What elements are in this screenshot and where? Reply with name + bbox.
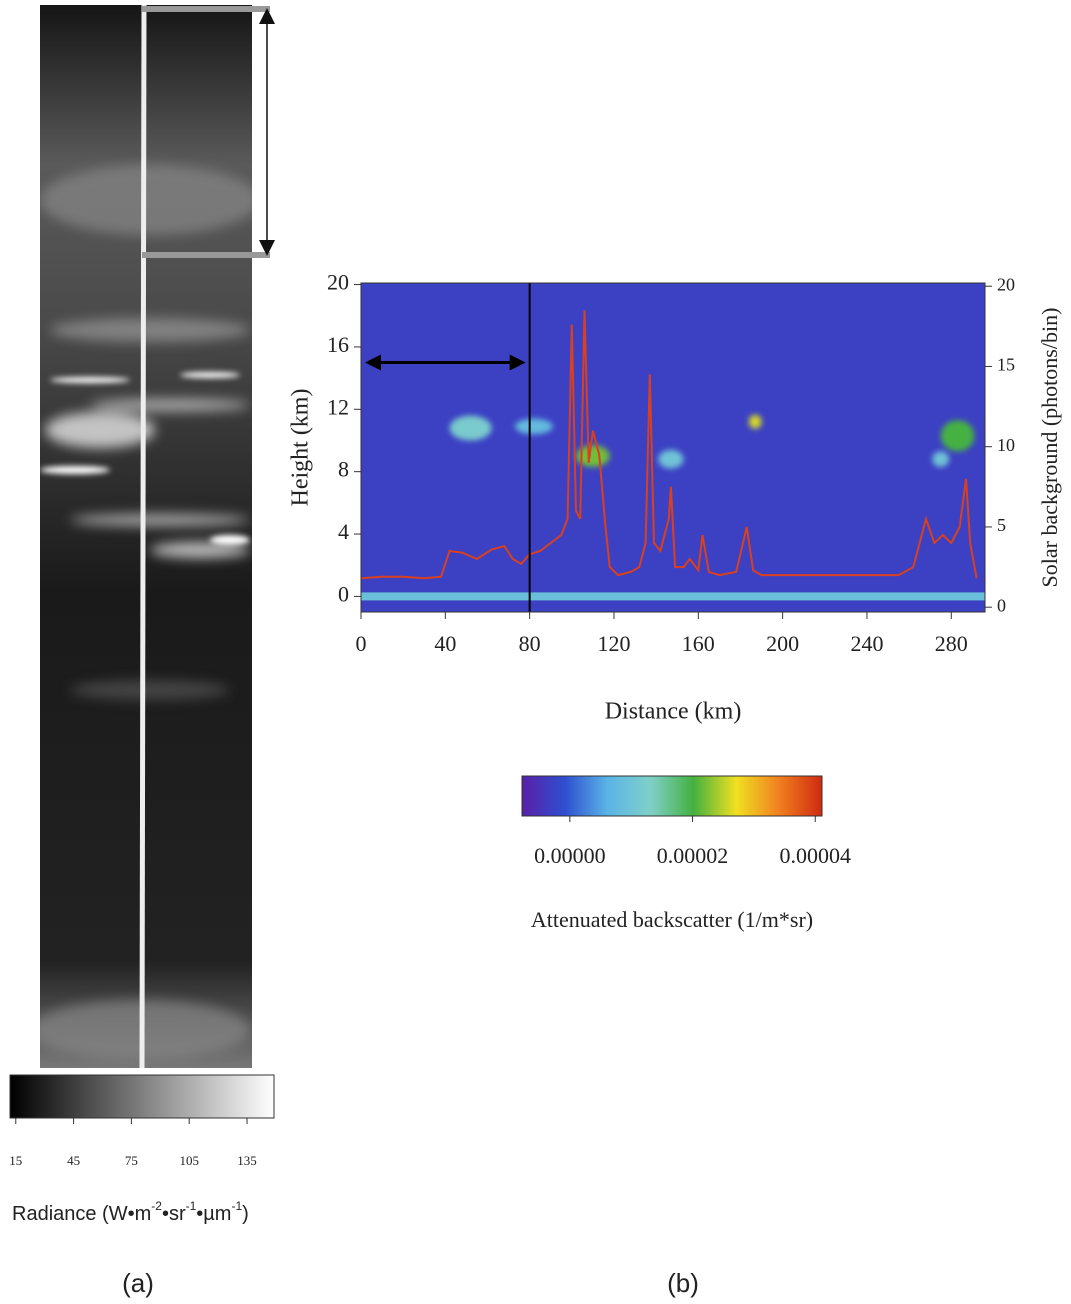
colorbar (521, 775, 823, 817)
label-part: Radiance (W•m (12, 1203, 151, 1225)
segment-arrow (259, 8, 275, 256)
y2-tick-label: 15 (997, 355, 1015, 375)
superscript: -1 (231, 1199, 242, 1213)
colorbar-tick-label: 105 (179, 1153, 199, 1168)
panel-label: (b) (667, 1268, 699, 1298)
cloud (748, 414, 762, 429)
y2-tick-label: 20 (997, 274, 1015, 294)
cloud (576, 445, 610, 467)
cloud (449, 415, 492, 441)
x-tick-label: 0 (356, 631, 367, 656)
colorbar-tick-label: 0.00002 (657, 843, 729, 868)
colorbar-tick-label: 135 (237, 1153, 257, 1168)
cloud (514, 418, 553, 435)
y-tick-label: 0 (338, 581, 349, 606)
cloud (658, 449, 684, 469)
y2-tick-label: 5 (997, 515, 1006, 535)
heatmap-background (361, 283, 985, 612)
y-tick-label: 16 (327, 332, 349, 357)
surface-band (361, 592, 985, 601)
label-part: ) (242, 1203, 249, 1225)
x-tick-label: 120 (597, 631, 630, 656)
label-part: •sr (162, 1203, 186, 1225)
y-tick-label: 20 (327, 270, 349, 295)
x-tick-label: 280 (935, 631, 968, 656)
y-tick-label: 4 (338, 519, 349, 544)
track-line (139, 4, 147, 1069)
heatmap (361, 283, 985, 612)
x-tick-label: 80 (519, 631, 541, 656)
x-tick-label: 40 (434, 631, 456, 656)
y2-tick-label: 10 (997, 435, 1015, 455)
x-axis-label: Distance (km) (605, 699, 742, 725)
plot-frame (360, 282, 986, 613)
superscript: -2 (151, 1199, 162, 1213)
panel-label: (a) (122, 1268, 154, 1298)
x-tick-label: 200 (766, 631, 799, 656)
colorbar (9, 1074, 275, 1119)
y-axis-label: Height (km) (288, 389, 314, 507)
y-tick-label: 8 (338, 457, 349, 482)
x-tick-label: 240 (850, 631, 883, 656)
colorbar-tick-label: 15 (9, 1153, 22, 1168)
label-part: •µm (196, 1203, 231, 1225)
colorbar-label: Radiance (W•m-2•sr-1•µm-1) (12, 1199, 249, 1225)
colorbar-tick-label: 45 (67, 1153, 80, 1168)
colorbar-tick-label: 75 (125, 1153, 138, 1168)
x-tick-label: 160 (682, 631, 715, 656)
colorbar-tick-label: 0.00000 (534, 843, 606, 868)
series-line (361, 310, 978, 580)
colorbar-tick-label: 0.00004 (780, 843, 852, 868)
y-tick-label: 12 (327, 394, 349, 419)
cloud (932, 451, 950, 467)
y2-tick-label: 0 (997, 595, 1006, 615)
colorbar-label: Attenuated backscatter (1/m*sr) (531, 907, 813, 932)
cloud (940, 420, 975, 452)
superscript: -1 (186, 1199, 197, 1213)
y2-axis-label: Solar background (photons/bin) (1037, 308, 1062, 588)
